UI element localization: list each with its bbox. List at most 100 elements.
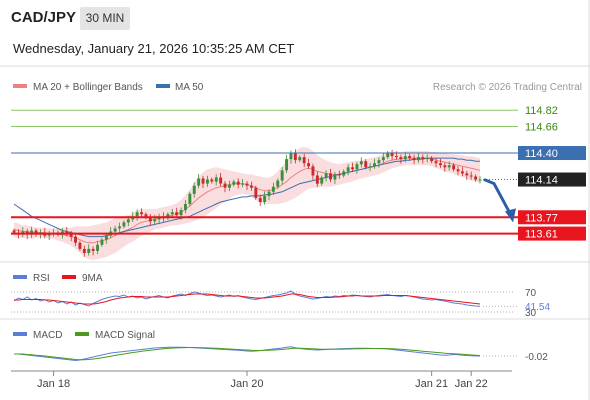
candle-body bbox=[276, 180, 280, 187]
candle-body bbox=[307, 163, 310, 167]
legend-label-rsi-ma: 9MA bbox=[82, 273, 103, 284]
candle-body bbox=[417, 157, 420, 161]
price-levels: 114.82 114.66 114.40 113.77 113.61 114.14 bbox=[11, 105, 586, 241]
x-tick-label: Jan 20 bbox=[230, 378, 263, 390]
chart-timestamp: Wednesday, January 21, 2026 10:35:25 AM … bbox=[13, 41, 295, 56]
candle-body bbox=[236, 181, 240, 185]
candle-body bbox=[170, 212, 174, 215]
candle-body bbox=[254, 187, 258, 198]
candle-body bbox=[175, 212, 179, 216]
candle-body bbox=[104, 235, 108, 240]
candle-body bbox=[34, 230, 38, 235]
candle-body bbox=[329, 173, 332, 180]
candle-body bbox=[118, 226, 121, 229]
candle-body bbox=[364, 161, 368, 168]
candle-body bbox=[113, 228, 117, 232]
candle-body bbox=[91, 248, 95, 251]
candle-body bbox=[214, 177, 218, 182]
candle-body bbox=[122, 222, 126, 227]
candle-body bbox=[285, 159, 288, 171]
candle-body bbox=[47, 233, 51, 236]
candle-body bbox=[96, 244, 99, 251]
candle-body bbox=[280, 170, 284, 181]
candle-body bbox=[78, 242, 82, 249]
candle-body bbox=[447, 165, 451, 168]
candle-body bbox=[153, 219, 157, 222]
forecast-arrow-head bbox=[505, 208, 516, 223]
timeframe-button[interactable]: 30 MIN bbox=[80, 7, 130, 30]
legend-swatch-rsi bbox=[13, 275, 27, 279]
legend-label-macd-signal: MACD Signal bbox=[95, 330, 155, 341]
candle-body bbox=[355, 164, 359, 170]
candle-body bbox=[293, 153, 297, 161]
candle-body bbox=[223, 183, 227, 188]
forecast-arrow bbox=[483, 178, 512, 215]
candle-body bbox=[421, 157, 425, 160]
rsi-ma-line bbox=[14, 293, 481, 305]
chart-header: CAD/JPY 30 MIN bbox=[0, 0, 590, 34]
candle-body bbox=[69, 233, 73, 237]
candle-body bbox=[399, 157, 403, 160]
candle-body bbox=[201, 178, 205, 184]
candle-body bbox=[197, 178, 201, 186]
candle-body bbox=[74, 236, 77, 243]
macd-last-label: -0.02 bbox=[525, 352, 548, 363]
candle-body bbox=[188, 193, 192, 204]
candle-body bbox=[324, 173, 328, 178]
candle-body bbox=[12, 230, 16, 233]
candle-body bbox=[267, 191, 271, 196]
chart-credit: Research © 2026 Trading Central bbox=[433, 82, 582, 93]
pivot-tag bbox=[518, 146, 586, 161]
candle-body bbox=[135, 212, 139, 217]
resistance-label: 114.66 bbox=[525, 122, 558, 134]
candle-body bbox=[434, 161, 438, 164]
candle-body bbox=[373, 163, 376, 167]
ma50-line bbox=[13, 157, 480, 238]
rsi-legend: RSI 9MA bbox=[13, 273, 103, 284]
candle-body bbox=[228, 184, 231, 188]
candle-body bbox=[403, 156, 407, 160]
legend-swatch-macd bbox=[13, 332, 27, 336]
candle-body bbox=[250, 185, 253, 188]
last-price-tag bbox=[518, 172, 586, 187]
legend-swatch-ma20 bbox=[13, 84, 27, 88]
candle-body bbox=[87, 248, 91, 253]
candle-body bbox=[439, 163, 442, 166]
price-legend: MA 20 + Bollinger Bands MA 50 bbox=[13, 82, 204, 93]
candle-body bbox=[461, 171, 464, 174]
x-axis: Jan 18 Jan 20 Jan 21 Jan 22 bbox=[37, 371, 488, 390]
candle-body bbox=[206, 179, 209, 184]
candle-body bbox=[148, 217, 152, 222]
candle-body bbox=[430, 158, 434, 162]
candle-body bbox=[263, 195, 267, 202]
candle-body bbox=[408, 156, 412, 159]
x-tick-label: Jan 18 bbox=[37, 378, 70, 390]
x-tick-label: Jan 22 bbox=[455, 378, 488, 390]
support-label: 113.77 bbox=[525, 212, 558, 224]
macd-panel: -0.02 bbox=[14, 346, 548, 363]
candle-body bbox=[333, 174, 337, 180]
macd-legend: MACD MACD Signal bbox=[13, 330, 155, 341]
candle-body bbox=[465, 173, 469, 176]
candle-body bbox=[390, 153, 394, 157]
candle-body bbox=[232, 181, 236, 185]
legend-swatch-macd-signal bbox=[75, 332, 89, 336]
macd-signal-line bbox=[14, 347, 481, 361]
candle-body bbox=[100, 239, 104, 245]
candle-body bbox=[30, 230, 34, 235]
candle-body bbox=[469, 175, 473, 177]
legend-label-ma50: MA 50 bbox=[175, 82, 204, 93]
candle-body bbox=[377, 160, 381, 164]
candle-body bbox=[210, 179, 214, 182]
price-panel bbox=[12, 146, 482, 261]
candle-body bbox=[337, 174, 341, 176]
support-label: 113.61 bbox=[525, 229, 558, 241]
candle-body bbox=[166, 214, 170, 219]
symbol-title: CAD/JPY bbox=[11, 9, 77, 26]
candle-body bbox=[289, 153, 293, 160]
candle-body bbox=[192, 185, 196, 194]
candle-body bbox=[342, 171, 346, 176]
candle-body bbox=[302, 157, 306, 164]
candle-body bbox=[65, 231, 69, 234]
